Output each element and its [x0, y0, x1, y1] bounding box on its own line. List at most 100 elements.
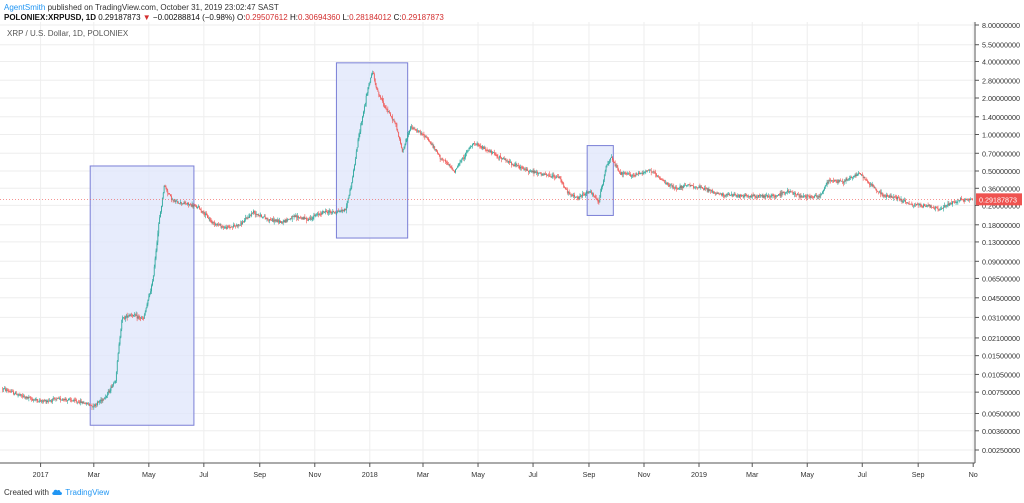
candle-body [401, 147, 403, 152]
candle-body [455, 168, 457, 170]
candle-body [831, 180, 832, 181]
candle-body [772, 194, 774, 196]
candle-body [729, 194, 731, 196]
candle-body [125, 315, 127, 317]
candle-body [244, 217, 246, 221]
candle-body [947, 203, 949, 206]
candle-body [713, 191, 715, 193]
candle-body [593, 193, 594, 196]
candle-body [454, 170, 455, 173]
candle-body [380, 96, 382, 99]
candle-body [670, 184, 672, 186]
candle-body [230, 227, 232, 228]
candle-body [139, 316, 141, 319]
candle-body [859, 172, 860, 174]
candle-body [24, 396, 26, 398]
candle-body [400, 139, 401, 144]
candle-body [40, 400, 41, 402]
candle-body [869, 183, 871, 185]
candle-body [133, 314, 134, 317]
candle-body [415, 129, 417, 131]
time-axis[interactable]: 2017 Mar May Jul Sep Nov 2018 Mar May Jul Sep Nov 20… [0, 462, 978, 479]
candle-body [850, 177, 851, 178]
candle-body [239, 225, 241, 226]
time-tick-label: Jul [858, 470, 868, 479]
tradingview-link[interactable]: TradingView [65, 488, 110, 497]
candle-body [541, 174, 543, 176]
candle-body [654, 172, 656, 173]
candle-body [552, 175, 554, 177]
candle-body [104, 398, 106, 399]
candle-body [548, 174, 550, 176]
candle-body [287, 219, 289, 221]
candle-body [588, 191, 590, 193]
candle-body [457, 165, 459, 168]
candle-body [256, 214, 258, 215]
candle-body [675, 187, 676, 189]
candle-body [778, 194, 780, 195]
candle-body [130, 314, 132, 316]
candle-body [300, 218, 302, 219]
candle-body [700, 186, 702, 188]
candle-body [48, 400, 50, 402]
candle-body [432, 144, 434, 148]
candle-body [841, 180, 842, 182]
price-tick-label: 0.13000000 [982, 238, 1020, 247]
candle-body [83, 402, 85, 404]
candle-body [5, 388, 6, 391]
candle-body [694, 187, 696, 189]
open-value: 0.29507612 [245, 13, 288, 22]
candle-body [586, 192, 588, 193]
candle-body [345, 208, 346, 211]
candle-body [492, 152, 494, 153]
candle-body [98, 401, 100, 403]
candle-body [322, 211, 324, 212]
price-axis[interactable]: 8.00000000 5.50000000 4.00000000 2.80000000… [974, 22, 1020, 463]
candle-body [314, 215, 316, 217]
price-tick-label: 0.36000000 [982, 184, 1020, 193]
candle-body [738, 195, 740, 198]
candle-body [449, 164, 451, 167]
candle-body [481, 146, 483, 149]
candle-body [62, 399, 64, 400]
candle-body [877, 190, 878, 192]
candle-body [579, 195, 581, 198]
candle-body [110, 386, 112, 391]
candle-body [202, 211, 204, 213]
candle-body [462, 157, 464, 160]
candle-body [167, 190, 169, 194]
candle-body [686, 184, 688, 186]
candle-body [57, 398, 59, 399]
candle-body [802, 196, 804, 198]
candle-body [411, 126, 413, 128]
author-link[interactable]: AgentSmith [4, 3, 46, 12]
candle-body [524, 168, 526, 170]
price-chart[interactable]: XRP / U.S. Dollar, 1D, POLONIEX 8.000000… [0, 22, 1024, 486]
candle-body [312, 217, 314, 220]
candle-body [350, 187, 352, 190]
candle-body [217, 224, 219, 225]
candle-body [118, 344, 120, 354]
candle-body [790, 190, 792, 192]
candle-body [181, 203, 183, 205]
candle-body [750, 195, 752, 198]
candle-body [59, 398, 60, 399]
candle-body [860, 174, 862, 175]
candle-body [825, 184, 827, 186]
candle-body [329, 210, 331, 213]
candle-body [363, 106, 365, 112]
candle-body [84, 402, 86, 404]
candle-body [263, 216, 265, 217]
candle-body [227, 226, 229, 228]
candle-body [272, 218, 274, 222]
candle-body [284, 220, 286, 223]
candle-body [266, 218, 268, 220]
candle-body [722, 193, 724, 197]
candle-body [486, 150, 488, 151]
candle-body [843, 180, 845, 184]
candle-body [179, 202, 181, 204]
candle-body [444, 159, 446, 161]
candle-body [90, 405, 92, 406]
candle-body [906, 202, 908, 204]
candle-body [750, 195, 751, 198]
